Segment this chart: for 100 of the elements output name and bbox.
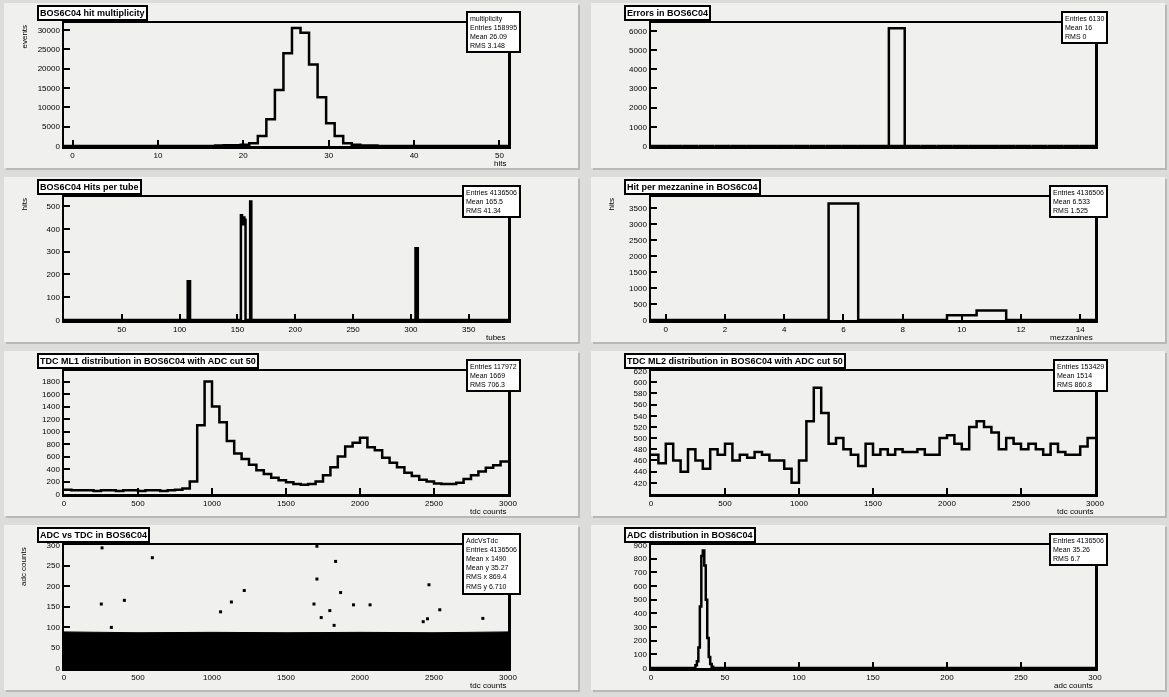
chart-title: TDC ML2 distribution in BOS6C04 with ADC cut 50: [627, 356, 843, 366]
x-tick-label: 1000: [203, 499, 222, 509]
x-tick-label: 50: [720, 673, 730, 683]
y-tick-label: 6000: [629, 26, 648, 36]
y-tick-label: 420: [633, 478, 648, 488]
y-tick-label: 560: [633, 400, 648, 410]
y-tick-label: 250: [46, 561, 61, 571]
y-tick-label: 100: [46, 622, 61, 632]
x-tick-label: 200: [288, 325, 303, 335]
y-tick-label: 0: [642, 315, 648, 325]
x-axis-title: tdc counts: [470, 507, 507, 516]
y-tick-label: 400: [46, 464, 61, 474]
x-axis-title: tdc counts: [1057, 507, 1094, 516]
y-tick-label: 20000: [37, 64, 61, 74]
y-tick-label: 700: [633, 568, 648, 578]
y-tick-label: 620: [633, 366, 648, 376]
x-tick-label: 2000: [938, 499, 957, 509]
x-tick-label: 350: [462, 325, 476, 335]
y-tick-label: 3000: [629, 219, 648, 229]
x-tick-label: 300: [404, 325, 419, 335]
x-tick-label: 0: [70, 151, 76, 161]
x-tick-label: 8: [900, 325, 906, 335]
y-tick-label: 580: [633, 389, 648, 399]
y-tick-label: 50: [50, 643, 61, 653]
y-tick-label: 800: [46, 439, 61, 449]
y-tick-label: 3000: [629, 84, 648, 94]
y-tick-label: 2000: [629, 251, 648, 261]
x-tick-label: 2000: [351, 673, 370, 683]
x-tick-label: 14: [1075, 325, 1086, 335]
chart-title: BOS6C04 Hits per tube: [40, 182, 139, 192]
y-tick-label: 1000: [42, 427, 61, 437]
x-tick-label: 30: [324, 151, 334, 161]
x-tick-label: 500: [131, 499, 146, 509]
chart-title: BOS6C04 hit multiplicity: [40, 8, 145, 18]
y-tick-label: 100: [633, 650, 648, 660]
y-tick-label: 5000: [42, 122, 61, 132]
x-tick-label: 3000: [499, 499, 518, 509]
y-tick-label: 5000: [629, 45, 648, 55]
x-tick-label: 200: [940, 673, 955, 683]
y-tick-label: 500: [633, 433, 648, 443]
y-tick-label: 1600: [42, 389, 61, 399]
y-tick-label: 0: [55, 141, 61, 151]
y-tick-label: 200: [46, 270, 61, 280]
chart-title: ADC distribution in BOS6C04: [627, 530, 753, 540]
y-tick-label: 500: [633, 595, 648, 605]
y-tick-label: 200: [46, 477, 61, 487]
chart-title: TDC ML1 distribution in BOS6C04 with ADC cut 50: [40, 356, 256, 366]
y-tick-label: 100: [46, 293, 61, 303]
x-tick-label: 1500: [864, 499, 883, 509]
y-tick-label: 1000: [629, 283, 648, 293]
y-tick-label: 300: [633, 622, 648, 632]
y-tick-label: 30000: [37, 25, 61, 35]
y-tick-label: 0: [55, 663, 61, 673]
x-tick-label: 500: [131, 673, 146, 683]
chart-title: ADC vs TDC in BOS6C04: [40, 530, 148, 540]
chart-title: Hit per mezzanine in BOS6C04: [627, 182, 758, 192]
y-axis-title: hits: [19, 198, 29, 211]
x-tick-label: 2: [722, 325, 728, 335]
x-tick-label: 2500: [425, 673, 444, 683]
y-tick-label: 300: [46, 247, 61, 257]
y-tick-label: 1400: [42, 402, 61, 412]
x-axis-title: tubes: [486, 333, 506, 342]
y-tick-label: 300: [46, 540, 61, 550]
y-tick-label: 480: [633, 445, 648, 455]
x-tick-label: 20: [238, 151, 249, 161]
x-tick-label: 250: [346, 325, 361, 335]
y-tick-label: 520: [633, 422, 648, 432]
x-axis-title: tdc counts: [470, 681, 507, 690]
y-tick-label: 3500: [629, 203, 648, 213]
x-tick-label: 3000: [499, 673, 518, 683]
x-tick-label: 50: [117, 325, 127, 335]
x-tick-label: 250: [1014, 673, 1029, 683]
y-tick-label: 15000: [37, 83, 61, 93]
y-tick-label: 600: [633, 377, 648, 387]
y-tick-label: 1800: [42, 377, 61, 387]
x-tick-label: 2500: [425, 499, 444, 509]
y-tick-label: 1500: [629, 267, 648, 277]
chart-title: Errors in BOS6C04: [627, 8, 709, 18]
x-tick-label: 6: [841, 325, 847, 335]
x-tick-label: 100: [792, 673, 807, 683]
y-tick-label: 900: [633, 540, 648, 550]
y-tick-label: 2500: [629, 235, 648, 245]
x-tick-label: 4: [781, 325, 787, 335]
y-tick-label: 800: [633, 554, 648, 564]
y-tick-label: 600: [633, 581, 648, 591]
y-tick-label: 0: [642, 663, 648, 673]
y-axis-title: events: [19, 24, 29, 49]
y-tick-label: 1000: [629, 122, 648, 132]
y-tick-label: 4000: [629, 64, 648, 74]
y-tick-label: 540: [633, 411, 648, 421]
y-tick-label: 440: [633, 467, 648, 477]
y-tick-label: 1200: [42, 414, 61, 424]
y-axis-title: hits: [606, 198, 616, 211]
x-tick-label: 1000: [203, 673, 222, 683]
x-tick-label: 0: [663, 325, 669, 335]
x-tick-label: 50: [495, 151, 505, 161]
x-tick-label: 1500: [277, 499, 296, 509]
y-tick-label: 2000: [629, 103, 648, 113]
x-tick-label: 300: [1088, 673, 1103, 683]
x-tick-label: 2000: [351, 499, 370, 509]
